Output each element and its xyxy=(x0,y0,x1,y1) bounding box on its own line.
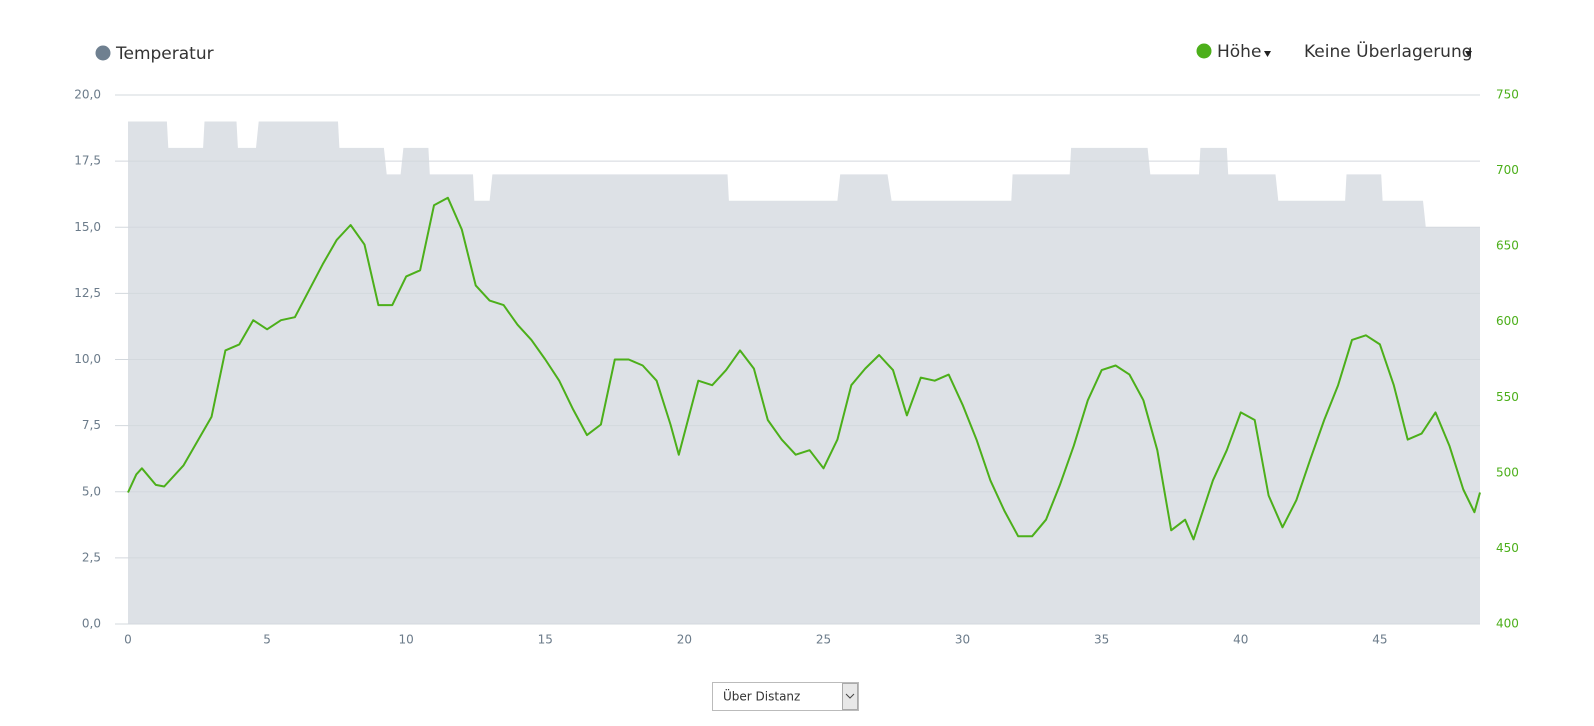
legend-dot xyxy=(95,45,111,61)
select-box xyxy=(712,682,859,711)
y2-tick-label: 750 xyxy=(1496,88,1519,102)
x-tick-label: 0 xyxy=(124,633,132,647)
x-tick-label: 10 xyxy=(399,633,414,647)
y-tick-label: 0,0 xyxy=(82,617,101,631)
overlay-label: Keine Überlagerung xyxy=(1304,40,1473,62)
y2-tick-label: 400 xyxy=(1496,617,1519,631)
dropdown-arrow xyxy=(1465,51,1472,57)
y2-tick-label: 650 xyxy=(1496,239,1519,253)
select-label: Über Distanz xyxy=(723,688,800,704)
x-tick-label: 15 xyxy=(538,633,553,647)
plot-area: 0,02,55,07,510,012,515,017,520,040045050… xyxy=(74,88,1519,647)
x-tick-label: 25 xyxy=(816,633,831,647)
y-tick-label: 12,5 xyxy=(74,286,101,300)
x-tick-label: 35 xyxy=(1094,633,1109,647)
overlay-dropdown[interactable]: Keine Überlagerung xyxy=(1304,40,1473,62)
legend-elevation[interactable]: Höhe xyxy=(1196,42,1272,62)
temperature-area xyxy=(128,121,1480,624)
y2-tick-label: 700 xyxy=(1496,163,1519,177)
legend-temperature[interactable]: Temperatur xyxy=(95,44,214,64)
y2-tick-label: 550 xyxy=(1496,390,1519,404)
y2-tick-label: 600 xyxy=(1496,314,1519,328)
legend-label: Temperatur xyxy=(115,44,214,64)
y-tick-label: 17,5 xyxy=(74,154,101,168)
x-tick-label: 30 xyxy=(955,633,970,647)
y-tick-label: 10,0 xyxy=(74,352,101,366)
x-mode-select[interactable]: Über Distanz xyxy=(712,682,859,711)
legend-dot xyxy=(1196,43,1212,59)
x-tick-label: 45 xyxy=(1372,633,1387,647)
dropdown-arrow xyxy=(1264,51,1271,57)
select-chevron xyxy=(845,693,855,699)
y-tick-label: 20,0 xyxy=(74,88,101,102)
x-tick-label: 20 xyxy=(677,633,692,647)
select-button xyxy=(842,683,858,710)
elevation-line xyxy=(127,196,1481,541)
y2-tick-label: 450 xyxy=(1496,541,1519,555)
y-tick-label: 7,5 xyxy=(82,418,101,432)
y2-tick-label: 500 xyxy=(1496,465,1519,479)
x-tick-label: 5 xyxy=(263,633,271,647)
x-tick-label: 40 xyxy=(1233,633,1248,647)
y-tick-label: 5,0 xyxy=(82,484,101,498)
y-tick-label: 2,5 xyxy=(82,550,101,564)
legend-label: Höhe xyxy=(1217,42,1261,62)
y-tick-label: 15,0 xyxy=(74,220,101,234)
